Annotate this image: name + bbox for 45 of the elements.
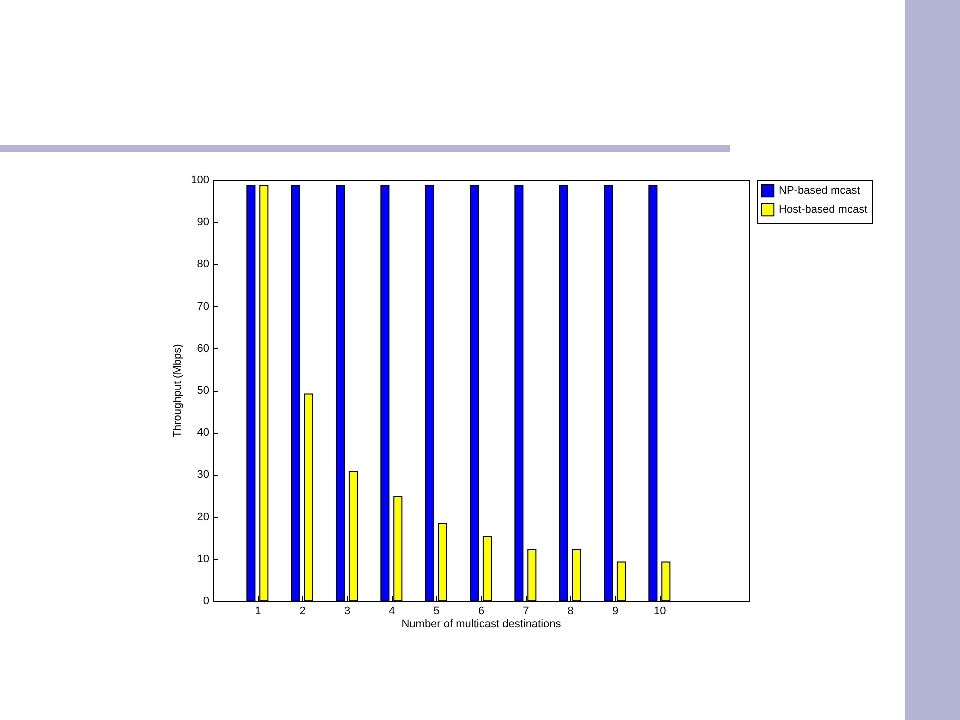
bar	[304, 394, 314, 602]
bar	[572, 550, 582, 602]
x-tick-label: 4	[389, 606, 396, 618]
bar	[380, 184, 390, 602]
bar	[528, 550, 537, 602]
bar	[616, 562, 626, 602]
x-tick-label: 7	[523, 606, 530, 618]
bar	[425, 184, 434, 602]
bar	[394, 496, 403, 602]
x-tick-label: 5	[434, 606, 440, 618]
x-tick-label: 2	[300, 606, 306, 618]
y-axis-title: Throughput (Mbps)	[172, 344, 184, 438]
y-tick-label: 100	[191, 174, 210, 186]
x-tick-label: 10	[654, 606, 666, 618]
y-tick-label: 50	[197, 385, 210, 397]
y-tick-label: 70	[197, 300, 210, 313]
bar	[336, 184, 346, 602]
y-tick-label: 40	[197, 427, 210, 440]
bar	[348, 471, 358, 602]
y-tick-label: 60	[197, 342, 210, 355]
y-tick-label: 90	[197, 216, 210, 229]
bar	[246, 184, 256, 602]
bar	[470, 184, 480, 602]
x-axis-title: Number of multicast destinations	[402, 618, 562, 630]
x-tick-label: 8	[568, 606, 574, 618]
y-tick-label: 0	[203, 596, 210, 608]
bar	[438, 523, 448, 602]
x-tick-label: 3	[344, 606, 351, 618]
bar	[662, 562, 671, 602]
x-tick-label: 1	[255, 606, 262, 618]
bar	[291, 184, 300, 602]
bar	[604, 184, 614, 602]
x-tick-label: 6	[478, 606, 485, 618]
legend-label: NP-based mcast	[779, 185, 860, 197]
bar	[559, 184, 568, 602]
y-tick-label: 10	[197, 553, 210, 566]
legend-label: Host-based mcast	[779, 204, 868, 216]
bar	[514, 184, 524, 602]
y-tick-label: 80	[197, 258, 210, 271]
bar	[648, 184, 658, 602]
x-tick-label: 9	[612, 606, 619, 618]
bar	[482, 536, 492, 602]
y-tick-label: 20	[197, 511, 210, 524]
bar	[260, 184, 269, 602]
y-tick-label: 30	[197, 469, 210, 482]
